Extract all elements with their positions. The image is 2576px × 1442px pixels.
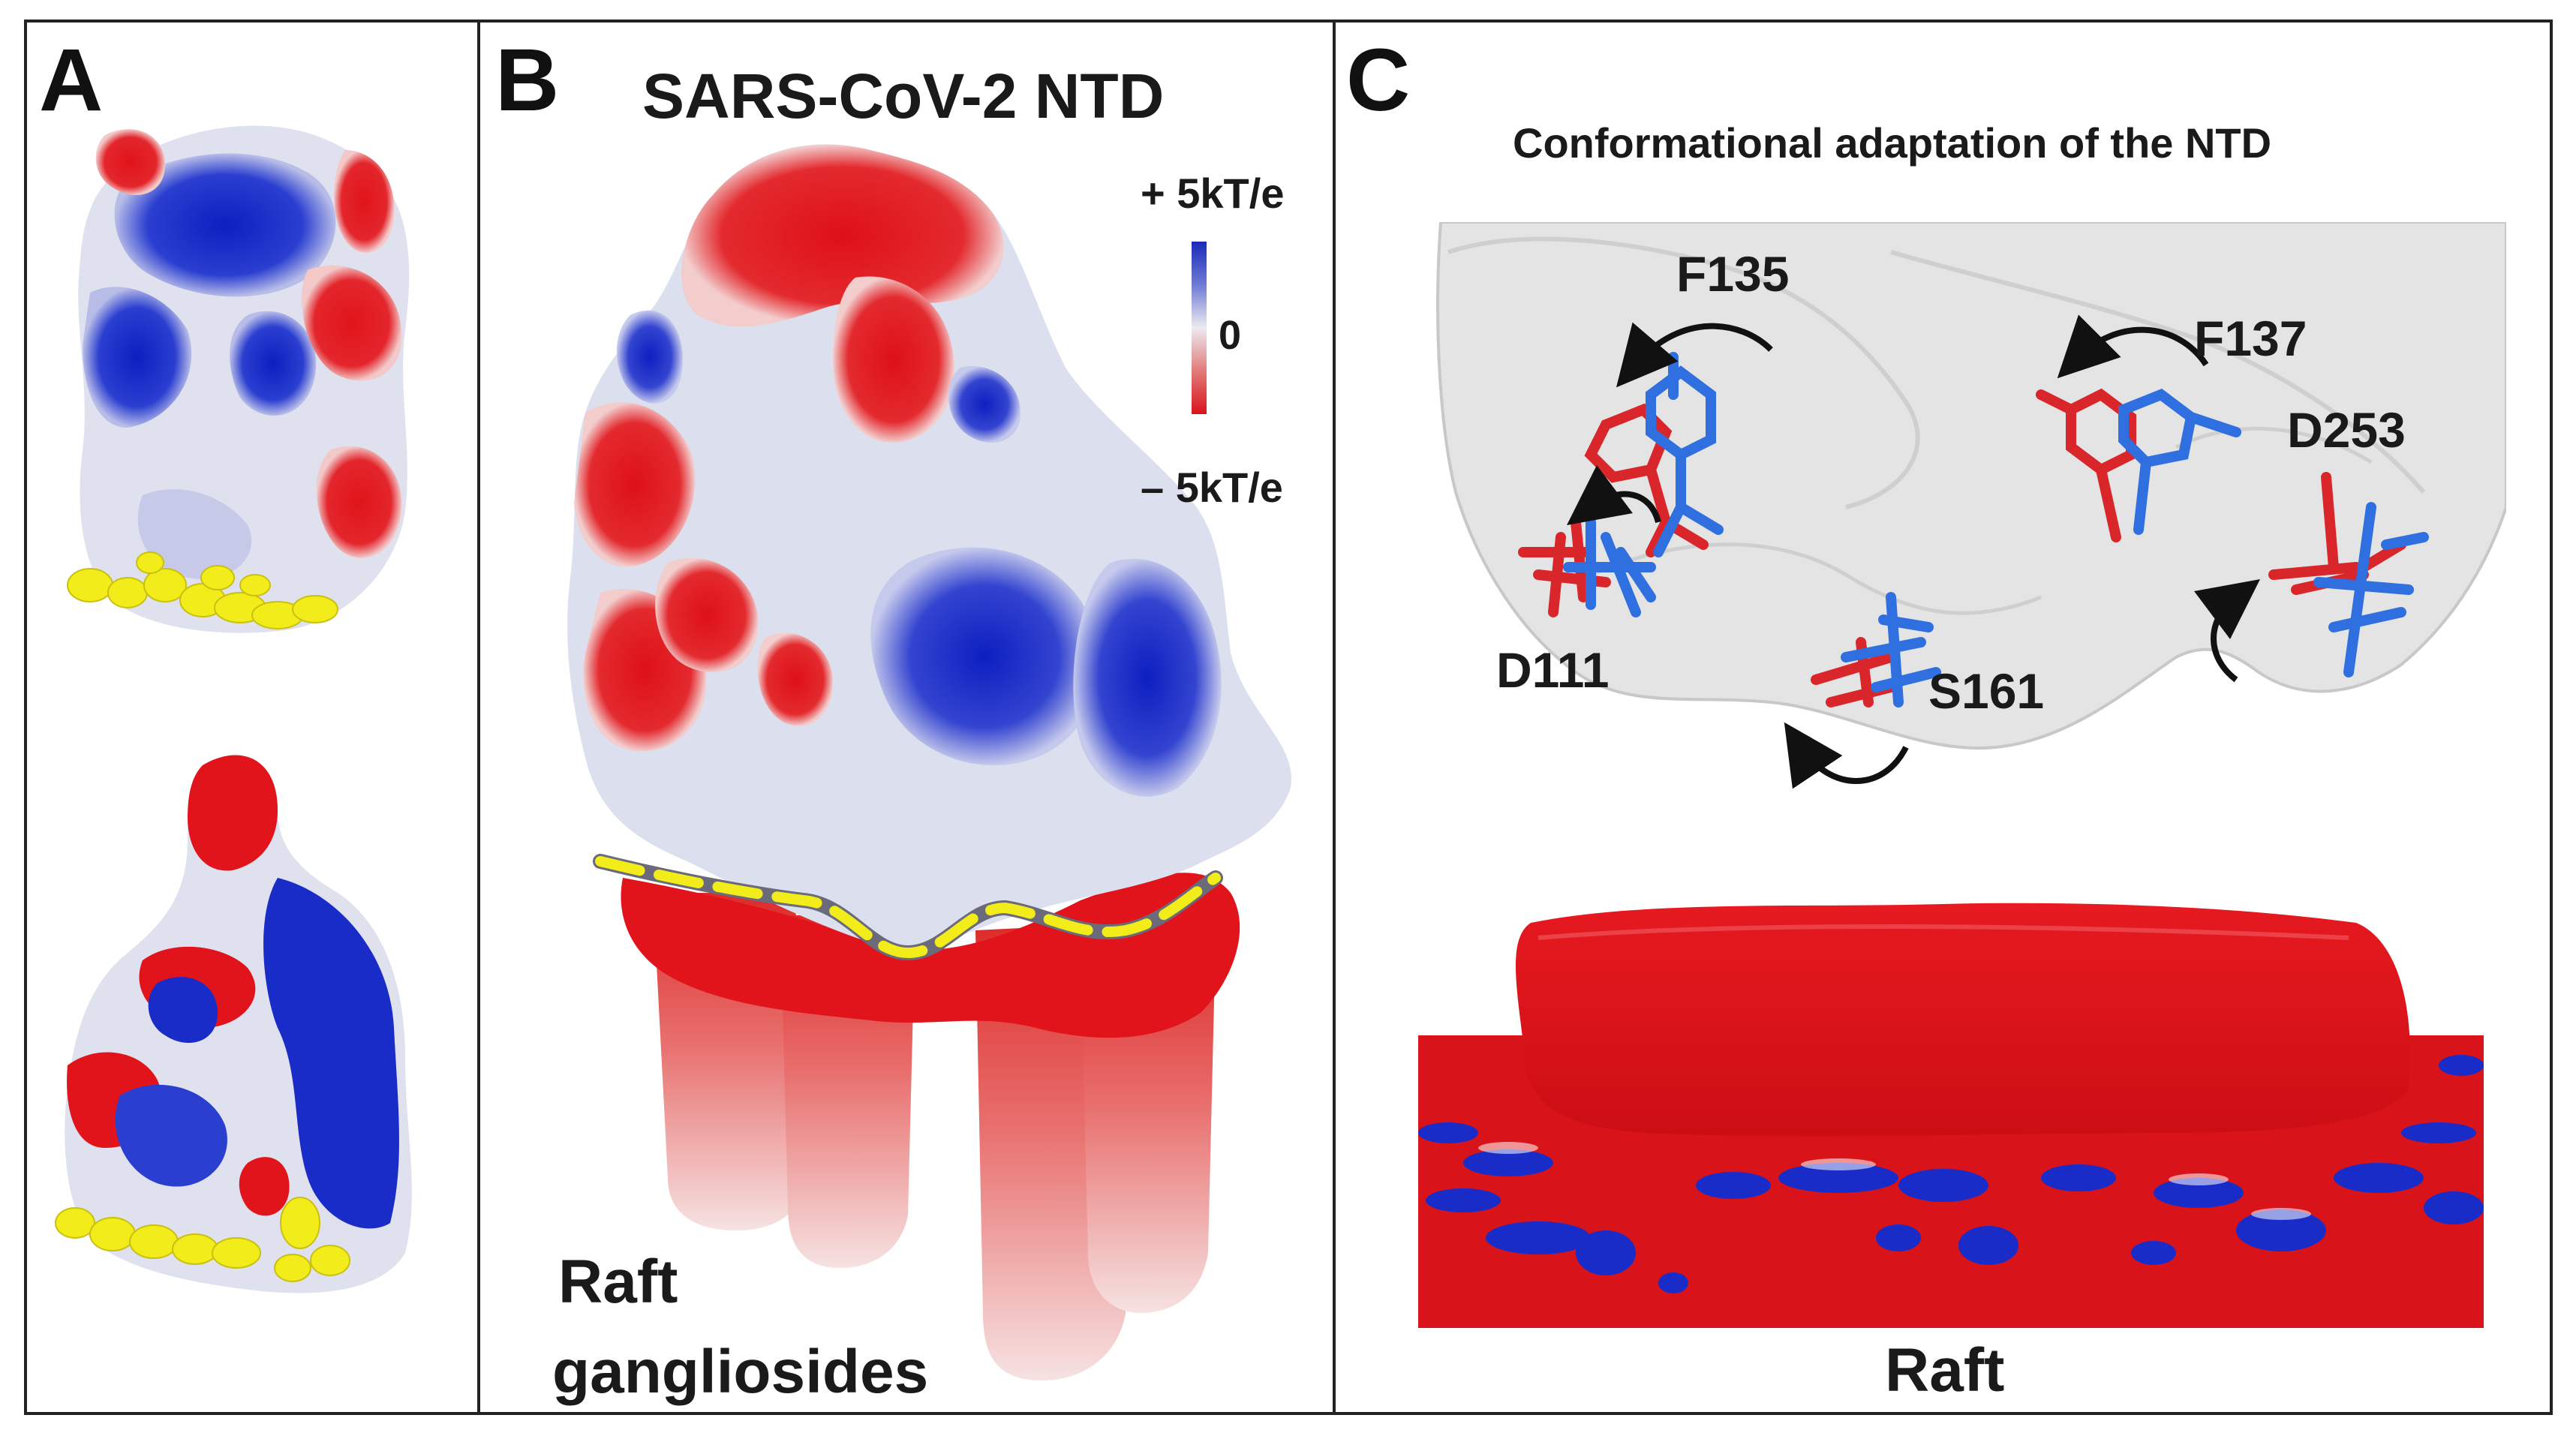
colorbar-bottom-label: – 5kT/e [1141, 464, 1283, 511]
panel-c-title: Conformational adaptation of the NTD [1513, 119, 2272, 167]
residue-label-f137: F137 [2194, 311, 2307, 366]
panel-letter-c: C [1346, 31, 1411, 130]
raft-label: Raft [1885, 1336, 2005, 1404]
colorbar [1192, 242, 1207, 414]
figure-border [24, 20, 2553, 1415]
panel-letter-a: A [39, 31, 104, 130]
panel-b-title: SARS-CoV-2 NTD [642, 61, 1165, 131]
ntd-surface-bottom [55, 755, 412, 1293]
raft-membrane-surface [1418, 903, 2484, 1328]
residue-label-d111: D111 [1496, 642, 1610, 698]
residue-label-d253: D253 [2287, 402, 2406, 458]
ntd-surface-with-raft [567, 144, 1291, 1380]
raft-gangliosides-label-line1: Raft [558, 1248, 678, 1316]
residue-label-f135: F135 [1676, 246, 1790, 302]
ntd-surface-top [67, 125, 410, 633]
colorbar-mid-label: 0 [1219, 313, 1242, 358]
panel-letter-b: B [495, 31, 560, 130]
panel-divider-ab [477, 20, 480, 1415]
ntd-conformational-surface [1436, 222, 2506, 789]
raft-gangliosides-label-line2: gangliosides [552, 1338, 929, 1406]
residue-label-s161: S161 [1928, 663, 2045, 719]
colorbar-top-label: + 5kT/e [1141, 170, 1285, 217]
panel-divider-bc [1333, 20, 1336, 1415]
